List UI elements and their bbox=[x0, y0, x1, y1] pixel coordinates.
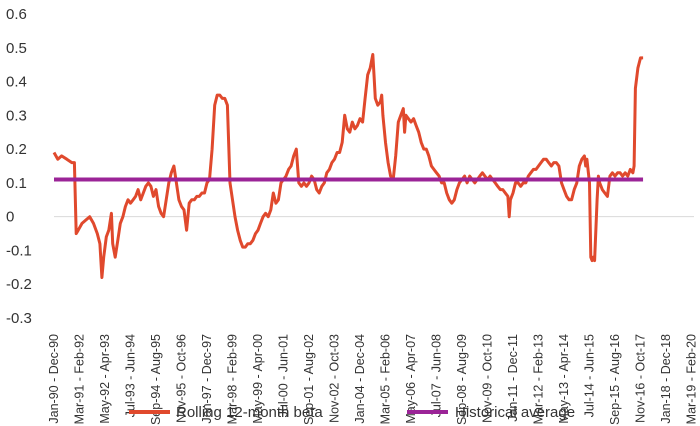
x-tick-label: Mar-12 - Feb-13 bbox=[532, 334, 546, 424]
x-tick-label: Sep-08 - Aug-09 bbox=[455, 334, 469, 425]
y-axis-ticks: 0.6 0.5 0.4 0.3 0.2 0.1 0 -0.1 -0.2 -0.3 bbox=[6, 6, 32, 327]
x-tick-label: Mar-05 - Feb-06 bbox=[379, 334, 393, 424]
y-tick-label: 0.5 bbox=[6, 40, 27, 57]
x-axis-ticks: Jan-90 - Dec-90 Mar-91 - Feb-92 May-92 - A… bbox=[47, 334, 699, 425]
x-tick-label: May-06 - Apr-07 bbox=[404, 334, 418, 424]
x-tick-label: Jan-90 - Dec-90 bbox=[47, 334, 61, 424]
series-line-rolling-beta bbox=[52, 53, 644, 279]
x-tick-label: Sep-01 - Aug-02 bbox=[302, 334, 316, 425]
y-tick-label: -0.1 bbox=[6, 242, 32, 259]
x-tick-label: Jul-14 - Jun-15 bbox=[583, 334, 597, 417]
x-tick-label: Jul-00 - Jun-01 bbox=[277, 334, 291, 417]
x-tick-label: Nov-02 - Oct-03 bbox=[328, 334, 342, 423]
x-tick-label: Sep-15 - Aug-16 bbox=[608, 334, 622, 425]
series-lines bbox=[52, 53, 644, 279]
x-tick-label: Nov-09 - Oct-10 bbox=[481, 334, 495, 423]
x-tick-label: Jan-18 - Dec-18 bbox=[659, 334, 673, 424]
legend-label-beta: Rolling 12-month beta bbox=[176, 404, 323, 421]
y-tick-label: 0.4 bbox=[6, 74, 27, 91]
x-tick-label: Jul-07 - Jun-08 bbox=[430, 334, 444, 417]
x-tick-label: May-99 - Apr-00 bbox=[251, 334, 265, 424]
x-tick-label: Nov-16 - Oct-17 bbox=[634, 334, 648, 423]
x-tick-label: Mar-91 - Feb-92 bbox=[73, 334, 87, 424]
x-tick-label: Jan-04 - Dec-04 bbox=[353, 334, 367, 424]
x-tick-label: Jan-97 - Dec-97 bbox=[200, 334, 214, 424]
y-tick-label: -0.3 bbox=[6, 310, 32, 327]
y-tick-label: 0.1 bbox=[6, 175, 27, 192]
x-tick-label: Sep-94 - Aug-95 bbox=[149, 334, 163, 425]
x-tick-label: May-92 - Apr-93 bbox=[98, 334, 112, 424]
x-tick-label: Nov-95 - Oct-96 bbox=[175, 334, 189, 423]
x-tick-label: Jan-11 - Dec-11 bbox=[506, 334, 520, 422]
legend: Rolling 12-month beta Historical average bbox=[129, 404, 575, 421]
x-tick-label: Jul-93 - Jun-94 bbox=[124, 334, 138, 417]
y-tick-label: 0 bbox=[6, 209, 14, 226]
y-tick-label: 0.6 bbox=[6, 6, 27, 23]
y-tick-label: 0.3 bbox=[6, 107, 27, 124]
x-tick-label: May-13 - Apr-14 bbox=[557, 334, 571, 424]
x-tick-label: Mar-98 - Feb-99 bbox=[226, 334, 240, 424]
y-tick-label: 0.2 bbox=[6, 141, 27, 158]
y-tick-label: -0.2 bbox=[6, 276, 32, 293]
x-tick-label: Mar-19 - Feb-20 bbox=[685, 334, 699, 424]
legend-label-average: Historical average bbox=[455, 404, 575, 421]
